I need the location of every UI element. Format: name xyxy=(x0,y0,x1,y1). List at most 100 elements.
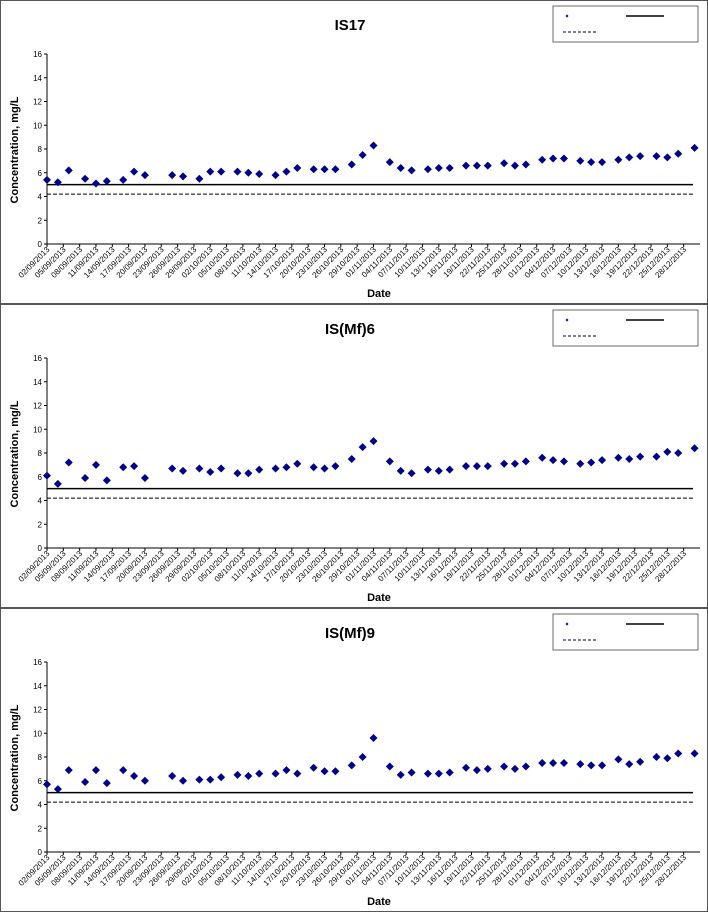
y-tick-label: 14 xyxy=(33,378,42,387)
data-point xyxy=(576,760,585,769)
y-tick-label: 10 xyxy=(33,121,42,130)
data-point xyxy=(43,471,51,480)
y-tick-label: 6 xyxy=(38,777,43,786)
y-tick-label: 4 xyxy=(38,193,43,202)
data-point xyxy=(521,762,530,771)
data-point xyxy=(91,766,100,775)
data-point xyxy=(81,473,90,482)
legend-marker-diamond xyxy=(565,622,569,626)
legend-box xyxy=(552,5,699,43)
data-point xyxy=(195,174,204,183)
data-point xyxy=(102,476,111,485)
data-point xyxy=(206,167,215,176)
data-point xyxy=(636,757,645,766)
data-point xyxy=(472,161,481,170)
data-point xyxy=(423,165,432,174)
data-point xyxy=(549,154,558,163)
data-point xyxy=(385,762,394,771)
y-tick-label: 6 xyxy=(38,169,43,178)
data-point xyxy=(331,462,340,471)
legend-marker-diamond xyxy=(565,318,569,322)
data-point xyxy=(434,769,443,778)
data-point xyxy=(217,464,226,473)
data-point xyxy=(64,766,73,775)
data-point xyxy=(587,761,596,770)
data-point xyxy=(271,464,280,473)
data-point xyxy=(510,161,519,170)
data-point xyxy=(369,141,378,150)
data-point xyxy=(293,769,302,778)
data-point xyxy=(559,154,568,163)
data-point xyxy=(119,175,128,184)
chart-title: IS17 xyxy=(335,17,366,34)
data-point xyxy=(320,464,329,473)
data-point xyxy=(423,465,432,474)
data-point xyxy=(614,453,623,462)
data-point xyxy=(91,460,100,469)
data-point xyxy=(652,753,661,761)
data-point xyxy=(130,462,139,471)
y-tick-label: 6 xyxy=(38,473,43,482)
data-point xyxy=(195,775,204,784)
data-point xyxy=(576,156,585,165)
data-point xyxy=(559,457,568,466)
y-tick-label: 16 xyxy=(33,658,42,667)
data-point xyxy=(119,766,128,775)
chart-border xyxy=(0,608,708,912)
data-point xyxy=(206,775,215,784)
data-point xyxy=(462,763,471,772)
data-point xyxy=(396,164,405,172)
data-point xyxy=(233,469,242,478)
data-point xyxy=(614,755,623,764)
data-point xyxy=(102,177,111,186)
data-point xyxy=(674,149,683,158)
data-point xyxy=(309,165,318,174)
data-point xyxy=(255,465,264,474)
data-point xyxy=(625,153,634,162)
data-point xyxy=(179,466,188,475)
data-point xyxy=(64,166,73,175)
data-point xyxy=(500,762,509,771)
data-point xyxy=(217,167,226,176)
chart-title: IS(Mf)6 xyxy=(325,321,375,338)
legend-box xyxy=(552,613,699,651)
data-point xyxy=(407,469,416,478)
y-tick-label: 12 xyxy=(33,402,42,411)
data-point xyxy=(43,780,51,789)
data-point xyxy=(140,776,149,785)
data-point xyxy=(195,464,204,473)
chart-border xyxy=(0,304,708,608)
data-point xyxy=(483,161,492,170)
data-point xyxy=(358,150,367,159)
data-point xyxy=(472,462,481,471)
data-point xyxy=(396,466,405,475)
data-point xyxy=(549,758,558,767)
data-point xyxy=(521,457,530,466)
data-point xyxy=(445,465,454,474)
data-point xyxy=(358,443,367,452)
y-axis-label: Concentration, mg/L xyxy=(9,96,21,203)
data-point xyxy=(462,462,471,471)
data-point xyxy=(271,171,280,180)
data-point xyxy=(663,447,672,456)
y-tick-label: 16 xyxy=(33,354,42,363)
y-tick-label: 2 xyxy=(38,216,43,225)
y-axis-label: Concentration, mg/L xyxy=(9,400,21,507)
data-point xyxy=(663,754,672,763)
data-point xyxy=(559,758,568,767)
data-point xyxy=(663,153,672,162)
y-tick-label: 14 xyxy=(33,682,42,691)
data-point xyxy=(140,171,149,180)
data-point xyxy=(244,772,253,780)
data-point xyxy=(282,167,291,176)
y-tick-label: 10 xyxy=(33,729,42,738)
legend-box xyxy=(552,309,699,347)
y-tick-label: 12 xyxy=(33,98,42,107)
data-point xyxy=(244,469,253,478)
data-point xyxy=(81,777,90,786)
y-tick-label: 4 xyxy=(38,801,43,810)
y-tick-label: 12 xyxy=(33,706,42,715)
data-point xyxy=(244,168,253,177)
data-point xyxy=(598,158,607,167)
